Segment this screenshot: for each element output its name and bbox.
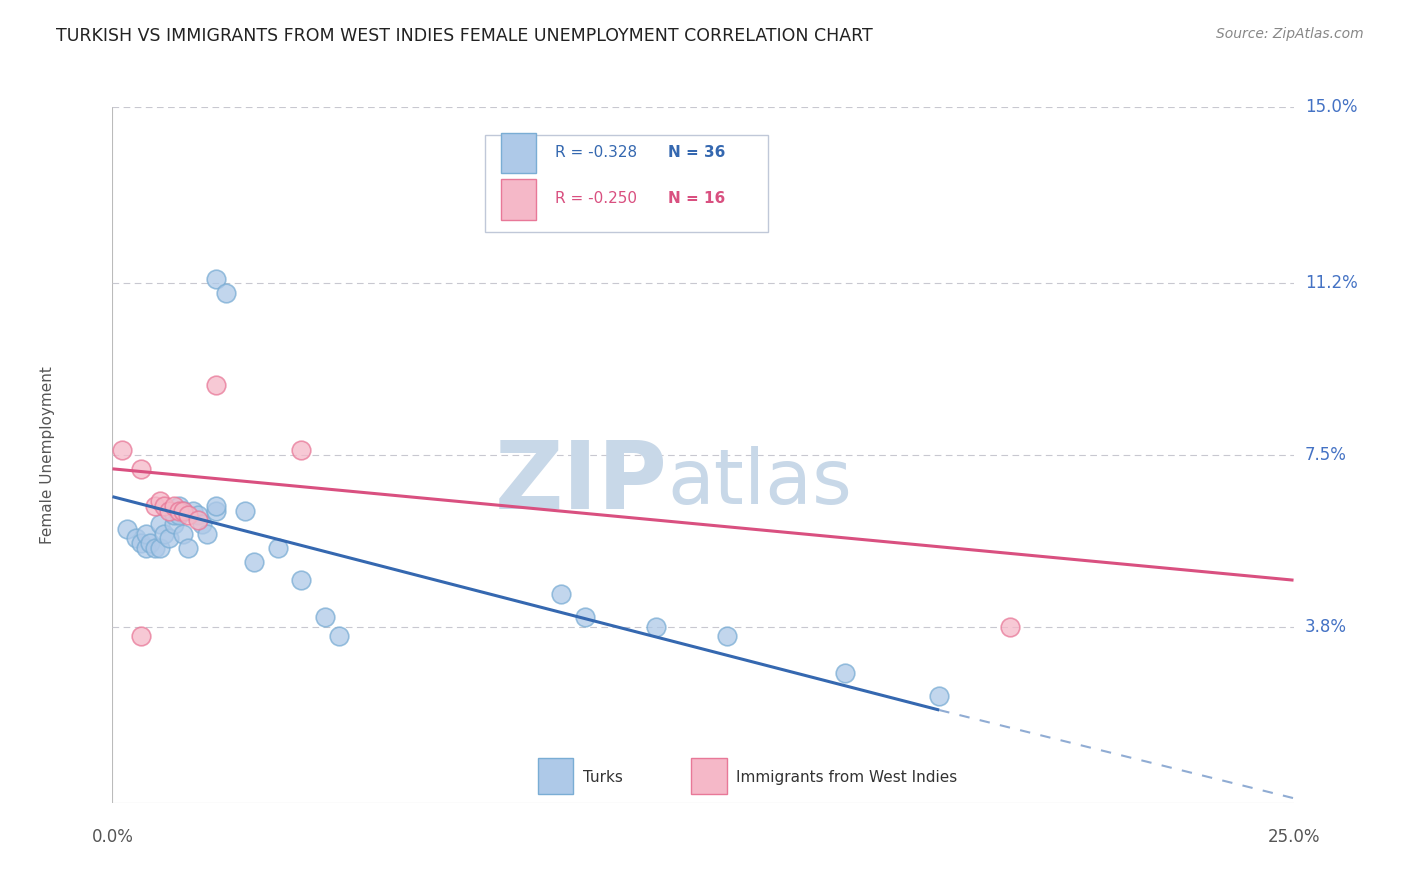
Point [157,503,180,517]
FancyBboxPatch shape [692,758,727,795]
Text: 7.5%: 7.5% [1305,446,1347,464]
Text: 0.0%: 0.0% [91,828,134,846]
Point [167,503,190,517]
Text: N = 36: N = 36 [668,145,725,160]
Point [834,665,856,680]
Point [153,526,176,541]
Point [205,378,228,392]
Point [149,541,172,555]
Point [186,513,208,527]
Point [115,522,138,536]
Text: Female Unemployment: Female Unemployment [39,366,55,544]
Point [167,508,190,523]
Text: 3.8%: 3.8% [1305,617,1347,635]
Point [153,499,176,513]
FancyBboxPatch shape [485,135,768,232]
Text: Immigrants from West Indies: Immigrants from West Indies [737,771,957,785]
Point [716,629,738,643]
Point [149,494,172,508]
Point [290,443,312,458]
FancyBboxPatch shape [501,133,537,173]
Point [314,610,336,624]
Point [177,508,200,523]
Point [129,536,152,550]
Point [172,503,194,517]
Text: 15.0%: 15.0% [1305,98,1357,116]
Point [195,526,218,541]
Point [157,532,180,546]
Text: Turks: Turks [582,771,623,785]
Point [139,536,162,550]
Text: 11.2%: 11.2% [1305,275,1357,293]
Point [998,619,1021,633]
Point [172,526,194,541]
Text: R = -0.250: R = -0.250 [555,192,637,206]
Point [129,629,152,643]
Point [186,508,208,523]
Text: 25.0%: 25.0% [1267,828,1320,846]
Point [143,499,166,513]
Point [129,462,152,476]
Point [328,629,350,643]
Point [177,541,200,555]
Point [181,503,204,517]
FancyBboxPatch shape [537,758,574,795]
Point [143,541,166,555]
Text: R = -0.328: R = -0.328 [555,145,637,160]
Point [125,532,148,546]
Text: TURKISH VS IMMIGRANTS FROM WEST INDIES FEMALE UNEMPLOYMENT CORRELATION CHART: TURKISH VS IMMIGRANTS FROM WEST INDIES F… [56,27,873,45]
Point [644,619,666,633]
FancyBboxPatch shape [501,179,537,219]
Text: N = 16: N = 16 [668,192,725,206]
Point [290,573,312,587]
Text: ZIP: ZIP [495,437,668,529]
Point [163,517,186,532]
Text: atlas: atlas [668,446,852,520]
Point [135,541,157,555]
Point [135,526,157,541]
Point [191,517,214,532]
Point [205,499,228,513]
Point [574,610,596,624]
Point [172,503,194,517]
Point [243,555,266,569]
Point [205,271,228,285]
Point [215,285,238,300]
Point [111,443,134,458]
Text: Source: ZipAtlas.com: Source: ZipAtlas.com [1216,27,1364,41]
Point [149,517,172,532]
Point [267,541,290,555]
Point [928,689,950,703]
Point [550,587,572,601]
Point [205,503,228,517]
Point [233,503,256,517]
Point [167,499,190,513]
Point [163,499,186,513]
Point [163,508,186,523]
